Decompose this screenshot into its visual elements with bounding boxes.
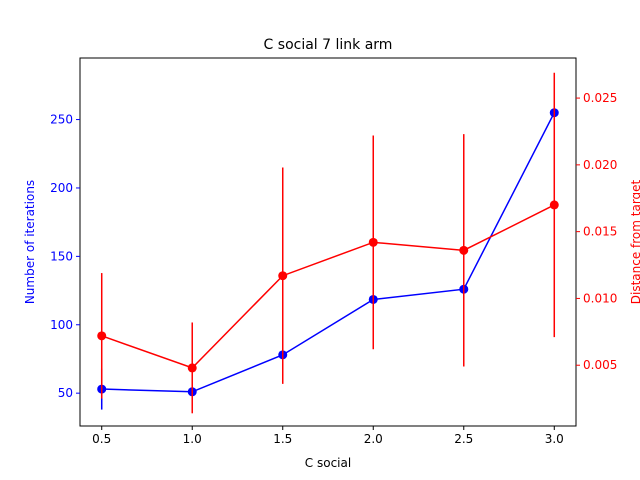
x-tick-label: 2.0 [364,432,383,446]
series-right-point [549,200,559,210]
x-tick-label: 1.5 [273,432,292,446]
left-y-tick-label: 250 [50,113,73,127]
right-y-axis-title: Distance from target [629,179,640,304]
series-left-line [101,112,555,393]
x-tick-label: 3.0 [545,432,564,446]
series-right-line [101,204,555,369]
series-right-point [368,237,378,247]
x-tick-label: 0.5 [92,432,111,446]
right-y-tick-label: 0.010 [583,291,617,305]
plot-area [97,72,559,414]
axes: 0.5 1.0 1.5 2.0 2.5 3.0 50 100 150 200 250 0.005 0.0… [50,57,617,446]
series-right-point [278,271,288,281]
right-y-tick-label: 0.020 [583,158,617,172]
series-right-point [459,245,469,255]
x-axis-title: C social [305,456,351,470]
plot-frame [79,57,577,427]
left-y-tick-label: 200 [50,181,73,195]
left-y-tick-label: 50 [58,386,73,400]
left-y-tick-label: 100 [50,318,73,332]
right-y-tick-label: 0.015 [583,225,617,239]
chart-title: C social 7 link arm [264,37,393,53]
series-right-point [97,331,107,341]
left-y-tick-label: 150 [50,249,73,263]
right-y-tick-label: 0.025 [583,91,617,105]
x-tick-label: 1.0 [183,432,202,446]
x-tick-label: 2.5 [454,432,473,446]
right-y-tick-label: 0.005 [583,358,617,372]
series-right-point [187,363,197,373]
left-y-axis-title: Number of iterations [23,180,37,304]
